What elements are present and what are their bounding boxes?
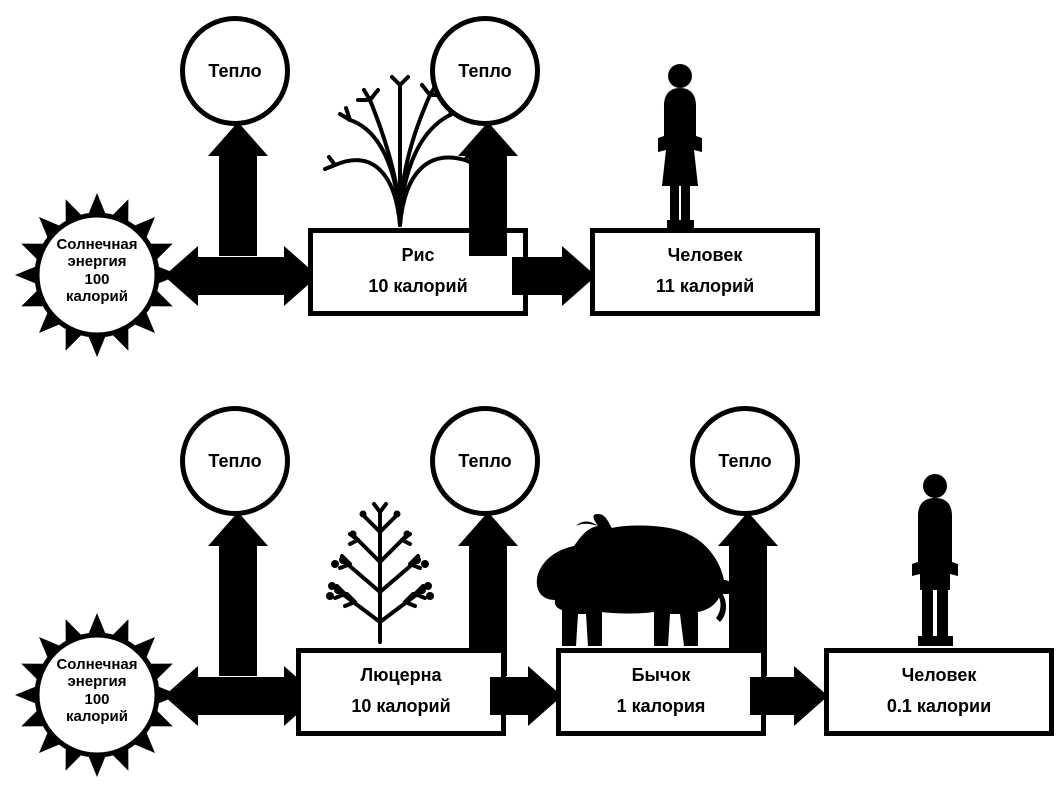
- box-alfalfa: Люцерна 10 калорий: [296, 648, 506, 736]
- bull-icon: [520, 510, 740, 652]
- woman-icon: [640, 60, 720, 230]
- box-human2-value: 0.1 калории: [839, 696, 1039, 717]
- box-human2-title: Человек: [839, 665, 1039, 686]
- diagram-canvas: Солнечная энергия 100 калорий Тепло: [0, 0, 1062, 806]
- box-bull: Бычок 1 калория: [556, 648, 766, 736]
- arrow-up-heat-2-1: [208, 512, 268, 676]
- sun-line3: 100: [84, 271, 109, 288]
- sun-line4: калорий: [66, 708, 128, 725]
- heat-label: Тепло: [208, 61, 261, 82]
- box-rice-value: 10 калорий: [323, 276, 513, 297]
- sun-label-chain1: Солнечная энергия 100 калорий: [30, 236, 164, 305]
- sun-line4: калорий: [66, 288, 128, 305]
- arrow-up-heat-1-1: [208, 122, 268, 256]
- arrow-sun-to-alfalfa: [164, 673, 318, 719]
- heat-label: Тепло: [718, 451, 771, 472]
- heat-circle-1-1: Тепло: [180, 16, 290, 126]
- box-human1-value: 11 калорий: [605, 276, 805, 297]
- man-icon: [890, 470, 980, 650]
- arrow-sun-to-rice: [164, 253, 318, 299]
- arrow-up-heat-1-2: [458, 122, 518, 256]
- heat-label: Тепло: [458, 451, 511, 472]
- sun-line2: энергия: [67, 253, 126, 270]
- sun-line1: Солнечная: [56, 236, 137, 253]
- heat-circle-2-3: Тепло: [690, 406, 800, 516]
- box-alfalfa-value: 10 калорий: [311, 696, 491, 717]
- arrow-rice-to-human: [512, 253, 596, 299]
- heat-label: Тепло: [208, 451, 261, 472]
- sun-line1: Солнечная: [56, 656, 137, 673]
- sun-line3: 100: [84, 691, 109, 708]
- heat-circle-2-1: Тепло: [180, 406, 290, 516]
- alfalfa-plant-icon: [300, 492, 460, 650]
- sun-label-chain2: Солнечная энергия 100 калорий: [30, 656, 164, 725]
- box-human-2: Человек 0.1 калории: [824, 648, 1054, 736]
- arrow-bull-to-human: [750, 673, 828, 719]
- box-human1-title: Человек: [605, 245, 805, 266]
- sun-line2: энергия: [67, 673, 126, 690]
- box-alfalfa-title: Люцерна: [311, 665, 491, 686]
- arrow-alfalfa-to-bull: [490, 673, 562, 719]
- heat-label: Тепло: [458, 61, 511, 82]
- heat-circle-1-2: Тепло: [430, 16, 540, 126]
- box-human-1: Человек 11 калорий: [590, 228, 820, 316]
- box-bull-value: 1 калория: [571, 696, 751, 717]
- sun-chain1: Солнечная энергия 100 калорий: [12, 190, 182, 360]
- box-bull-title: Бычок: [571, 665, 751, 686]
- sun-chain2: Солнечная энергия 100 калорий: [12, 610, 182, 780]
